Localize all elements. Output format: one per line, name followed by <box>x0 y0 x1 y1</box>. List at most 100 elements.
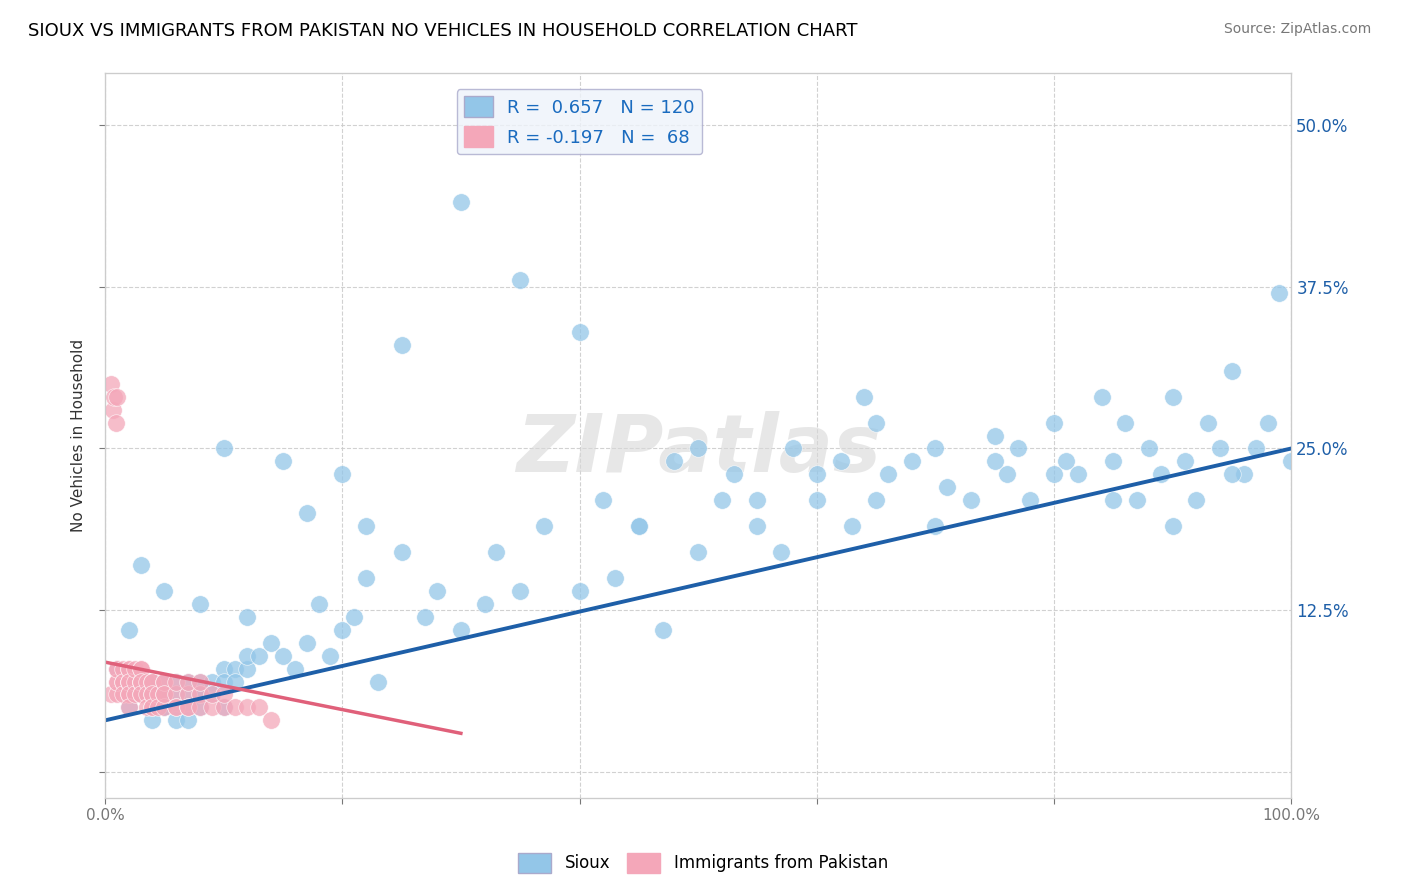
Point <box>1197 416 1219 430</box>
Point <box>450 623 472 637</box>
Point <box>853 390 876 404</box>
Point <box>995 467 1018 482</box>
Point <box>118 674 141 689</box>
Point <box>806 493 828 508</box>
Text: ZIPatlas: ZIPatlas <box>516 411 880 489</box>
Point <box>900 454 922 468</box>
Point <box>153 700 176 714</box>
Point <box>212 688 235 702</box>
Point <box>1150 467 1173 482</box>
Point <box>111 688 134 702</box>
Point <box>118 700 141 714</box>
Point <box>865 493 887 508</box>
Point <box>627 519 650 533</box>
Point <box>770 545 793 559</box>
Point <box>124 688 146 702</box>
Point <box>1114 416 1136 430</box>
Point <box>153 688 176 702</box>
Point <box>450 195 472 210</box>
Point <box>141 714 163 728</box>
Point <box>1174 454 1197 468</box>
Point <box>129 558 152 572</box>
Point <box>177 674 200 689</box>
Point <box>105 662 128 676</box>
Point <box>135 700 157 714</box>
Point <box>118 662 141 676</box>
Point <box>188 700 211 714</box>
Point <box>148 700 170 714</box>
Point <box>747 519 769 533</box>
Point <box>165 700 187 714</box>
Point <box>485 545 508 559</box>
Point <box>201 688 224 702</box>
Point <box>118 623 141 637</box>
Point <box>141 674 163 689</box>
Point <box>165 700 187 714</box>
Point <box>141 674 163 689</box>
Point <box>165 674 187 689</box>
Point <box>103 390 125 404</box>
Point <box>177 714 200 728</box>
Point <box>188 688 211 702</box>
Point <box>1054 454 1077 468</box>
Point <box>105 674 128 689</box>
Point <box>129 688 152 702</box>
Point <box>135 674 157 689</box>
Point <box>141 688 163 702</box>
Point <box>984 428 1007 442</box>
Point <box>1209 442 1232 456</box>
Point <box>129 674 152 689</box>
Text: Source: ZipAtlas.com: Source: ZipAtlas.com <box>1223 22 1371 37</box>
Point <box>236 662 259 676</box>
Point <box>1161 519 1184 533</box>
Point <box>129 662 152 676</box>
Point <box>153 700 176 714</box>
Point <box>188 597 211 611</box>
Point <box>188 674 211 689</box>
Point <box>592 493 614 508</box>
Point <box>201 700 224 714</box>
Point <box>603 571 626 585</box>
Point <box>568 583 591 598</box>
Point <box>129 688 152 702</box>
Point <box>271 454 294 468</box>
Point <box>236 700 259 714</box>
Point <box>105 674 128 689</box>
Point <box>1007 442 1029 456</box>
Point <box>391 545 413 559</box>
Point <box>129 674 152 689</box>
Point <box>105 662 128 676</box>
Point <box>747 493 769 508</box>
Point <box>877 467 900 482</box>
Point <box>105 688 128 702</box>
Point <box>1090 390 1112 404</box>
Point <box>118 700 141 714</box>
Point <box>111 674 134 689</box>
Point <box>118 674 141 689</box>
Point <box>474 597 496 611</box>
Point <box>165 700 187 714</box>
Point <box>224 662 246 676</box>
Point <box>188 688 211 702</box>
Point <box>319 648 342 663</box>
Point <box>165 714 187 728</box>
Point <box>188 688 211 702</box>
Point <box>153 688 176 702</box>
Point <box>1067 467 1090 482</box>
Point <box>1137 442 1160 456</box>
Point <box>111 674 134 689</box>
Point <box>201 688 224 702</box>
Point <box>212 662 235 676</box>
Point <box>1185 493 1208 508</box>
Point <box>188 700 211 714</box>
Point <box>688 545 710 559</box>
Point <box>936 480 959 494</box>
Point <box>100 376 122 391</box>
Point <box>124 662 146 676</box>
Point <box>688 442 710 456</box>
Point <box>141 700 163 714</box>
Point <box>236 609 259 624</box>
Point <box>224 700 246 714</box>
Point <box>118 688 141 702</box>
Point <box>153 674 176 689</box>
